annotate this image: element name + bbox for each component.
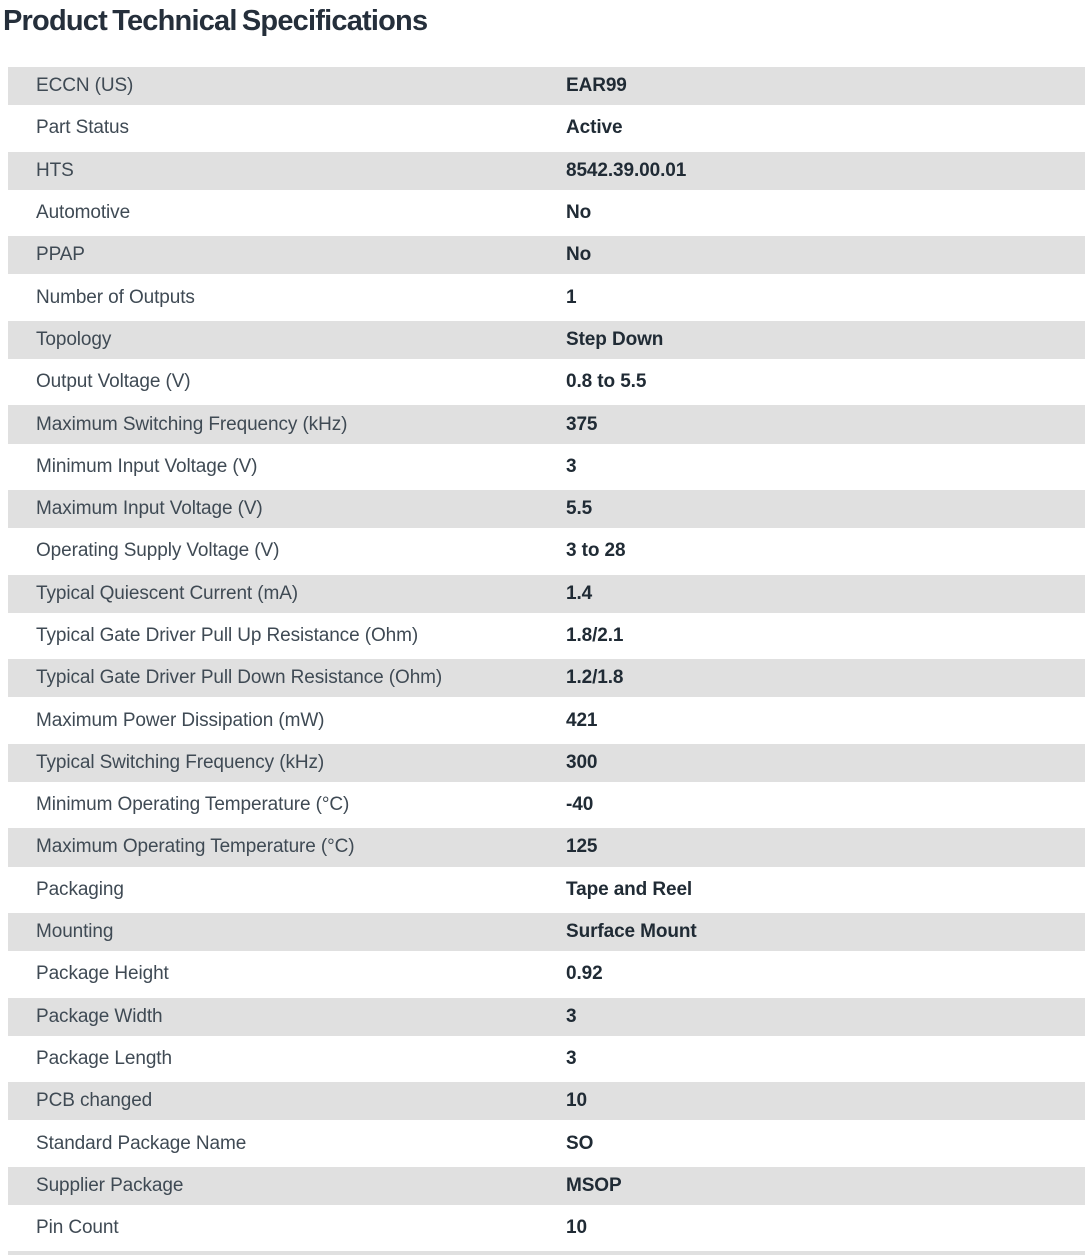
table-row: Maximum Switching Frequency (kHz) 375 bbox=[8, 403, 1085, 446]
table-row: ECCN (US) EAR99 bbox=[8, 65, 1085, 108]
spec-label: Pin Count bbox=[36, 1217, 119, 1239]
spec-value: Surface Mount bbox=[566, 921, 697, 943]
spec-value: 8542.39.00.01 bbox=[566, 159, 687, 181]
spec-value: MSOP bbox=[566, 1174, 622, 1196]
spec-label: ECCN (US) bbox=[36, 75, 134, 97]
spec-label: Automotive bbox=[36, 202, 131, 224]
spec-value: Step Down bbox=[566, 328, 664, 350]
spec-label: HTS bbox=[36, 159, 74, 181]
spec-label: Typical Switching Frequency (kHz) bbox=[36, 751, 325, 773]
spec-table: ECCN (US) EAR99 Part Status Active HTS 8… bbox=[8, 65, 1085, 1250]
spec-label: Standard Package Name bbox=[36, 1132, 247, 1154]
spec-label: Maximum Operating Temperature (°C) bbox=[36, 836, 355, 858]
spec-label: Minimum Operating Temperature (°C) bbox=[36, 794, 350, 816]
table-row: PCB changed 10 bbox=[8, 1080, 1085, 1123]
table-row: Maximum Power Dissipation (mW) 421 bbox=[8, 699, 1085, 742]
spec-value: 3 to 28 bbox=[566, 540, 626, 562]
table-row: Standard Package Name SO bbox=[8, 1122, 1085, 1165]
spec-value: Active bbox=[566, 117, 623, 139]
page-title: Product Technical Specifications bbox=[3, 5, 428, 37]
table-row: Typical Gate Driver Pull Down Resistance… bbox=[8, 657, 1085, 700]
table-row: HTS 8542.39.00.01 bbox=[8, 149, 1085, 192]
spec-value: 1.2/1.8 bbox=[566, 667, 624, 689]
spec-value: 300 bbox=[566, 751, 598, 773]
table-row: Maximum Operating Temperature (°C) 125 bbox=[8, 826, 1085, 869]
spec-table-wrap: ECCN (US) EAR99 Part Status Active HTS 8… bbox=[8, 65, 1085, 1255]
table-row: Supplier Package MSOP bbox=[8, 1164, 1085, 1208]
table-row: Mounting Surface Mount bbox=[8, 910, 1085, 954]
spec-value: 0.92 bbox=[566, 963, 603, 985]
spec-value: 375 bbox=[566, 413, 598, 435]
table-row: Output Voltage (V) 0.8 to 5.5 bbox=[8, 361, 1085, 404]
spec-label: Output Voltage (V) bbox=[36, 371, 191, 393]
spec-value: 421 bbox=[566, 709, 598, 731]
table-row: Packaging Tape and Reel bbox=[8, 868, 1085, 911]
spec-value: No bbox=[566, 244, 592, 266]
spec-label: Minimum Input Voltage (V) bbox=[36, 455, 258, 477]
spec-value: 3 bbox=[566, 1047, 577, 1069]
table-row: Number of Outputs 1 bbox=[8, 276, 1085, 319]
spec-value: SO bbox=[566, 1132, 594, 1154]
spec-label: Typical Quiescent Current (mA) bbox=[36, 582, 299, 604]
table-row: Topology Step Down bbox=[8, 318, 1085, 362]
table-row: Typical Gate Driver Pull Up Resistance (… bbox=[8, 614, 1085, 658]
table-row: Package Height 0.92 bbox=[8, 953, 1085, 996]
spec-value: 0.8 to 5.5 bbox=[566, 371, 647, 393]
spec-value: No bbox=[566, 202, 592, 224]
spec-label: Maximum Switching Frequency (kHz) bbox=[36, 413, 348, 435]
table-row: Maximum Input Voltage (V) 5.5 bbox=[8, 487, 1085, 531]
table-row-partial bbox=[8, 1249, 1085, 1255]
spec-label: Part Status bbox=[36, 117, 129, 139]
spec-label: Maximum Power Dissipation (mW) bbox=[36, 709, 325, 731]
spec-value: 3 bbox=[566, 1005, 577, 1027]
table-row: Minimum Operating Temperature (°C) -40 bbox=[8, 784, 1085, 827]
table-row: Package Width 3 bbox=[8, 995, 1085, 1038]
spec-label: Mounting bbox=[36, 921, 114, 943]
spec-value: Tape and Reel bbox=[566, 878, 693, 900]
spec-label: Package Width bbox=[36, 1005, 163, 1027]
spec-label: PPAP bbox=[36, 244, 85, 266]
spec-value: EAR99 bbox=[566, 75, 627, 97]
table-row: Automotive No bbox=[8, 191, 1085, 235]
spec-label: Operating Supply Voltage (V) bbox=[36, 540, 280, 562]
spec-value: 125 bbox=[566, 836, 598, 858]
spec-label: Package Length bbox=[36, 1047, 172, 1069]
spec-value: 10 bbox=[566, 1090, 587, 1112]
spec-label: Topology bbox=[36, 328, 112, 350]
table-row: Pin Count 10 bbox=[8, 1207, 1085, 1250]
spec-label: Maximum Input Voltage (V) bbox=[36, 498, 263, 520]
spec-value: -40 bbox=[566, 794, 594, 816]
spec-value: 1.8/2.1 bbox=[566, 625, 624, 646]
table-row: PPAP No bbox=[8, 234, 1085, 277]
spec-label: Package Height bbox=[36, 963, 169, 985]
spec-label: Supplier Package bbox=[36, 1174, 184, 1196]
spec-label: Number of Outputs bbox=[36, 286, 195, 308]
spec-value: 10 bbox=[566, 1217, 587, 1239]
spec-value: 5.5 bbox=[566, 498, 593, 520]
spec-label: PCB changed bbox=[36, 1090, 153, 1112]
table-row: Package Length 3 bbox=[8, 1037, 1085, 1081]
table-row: Part Status Active bbox=[8, 107, 1085, 150]
spec-label: Typical Gate Driver Pull Up Resistance (… bbox=[36, 625, 419, 646]
table-row: Typical Quiescent Current (mA) 1.4 bbox=[8, 572, 1085, 615]
table-row: Operating Supply Voltage (V) 3 to 28 bbox=[8, 530, 1085, 573]
spec-label: Packaging bbox=[36, 878, 124, 900]
table-row: Typical Switching Frequency (kHz) 300 bbox=[8, 741, 1085, 785]
spec-label: Typical Gate Driver Pull Down Resistance… bbox=[36, 667, 443, 689]
spec-value: 1.4 bbox=[566, 582, 593, 604]
spec-value: 3 bbox=[566, 455, 577, 477]
table-row: Minimum Input Voltage (V) 3 bbox=[8, 445, 1085, 488]
spec-value: 1 bbox=[566, 286, 577, 308]
